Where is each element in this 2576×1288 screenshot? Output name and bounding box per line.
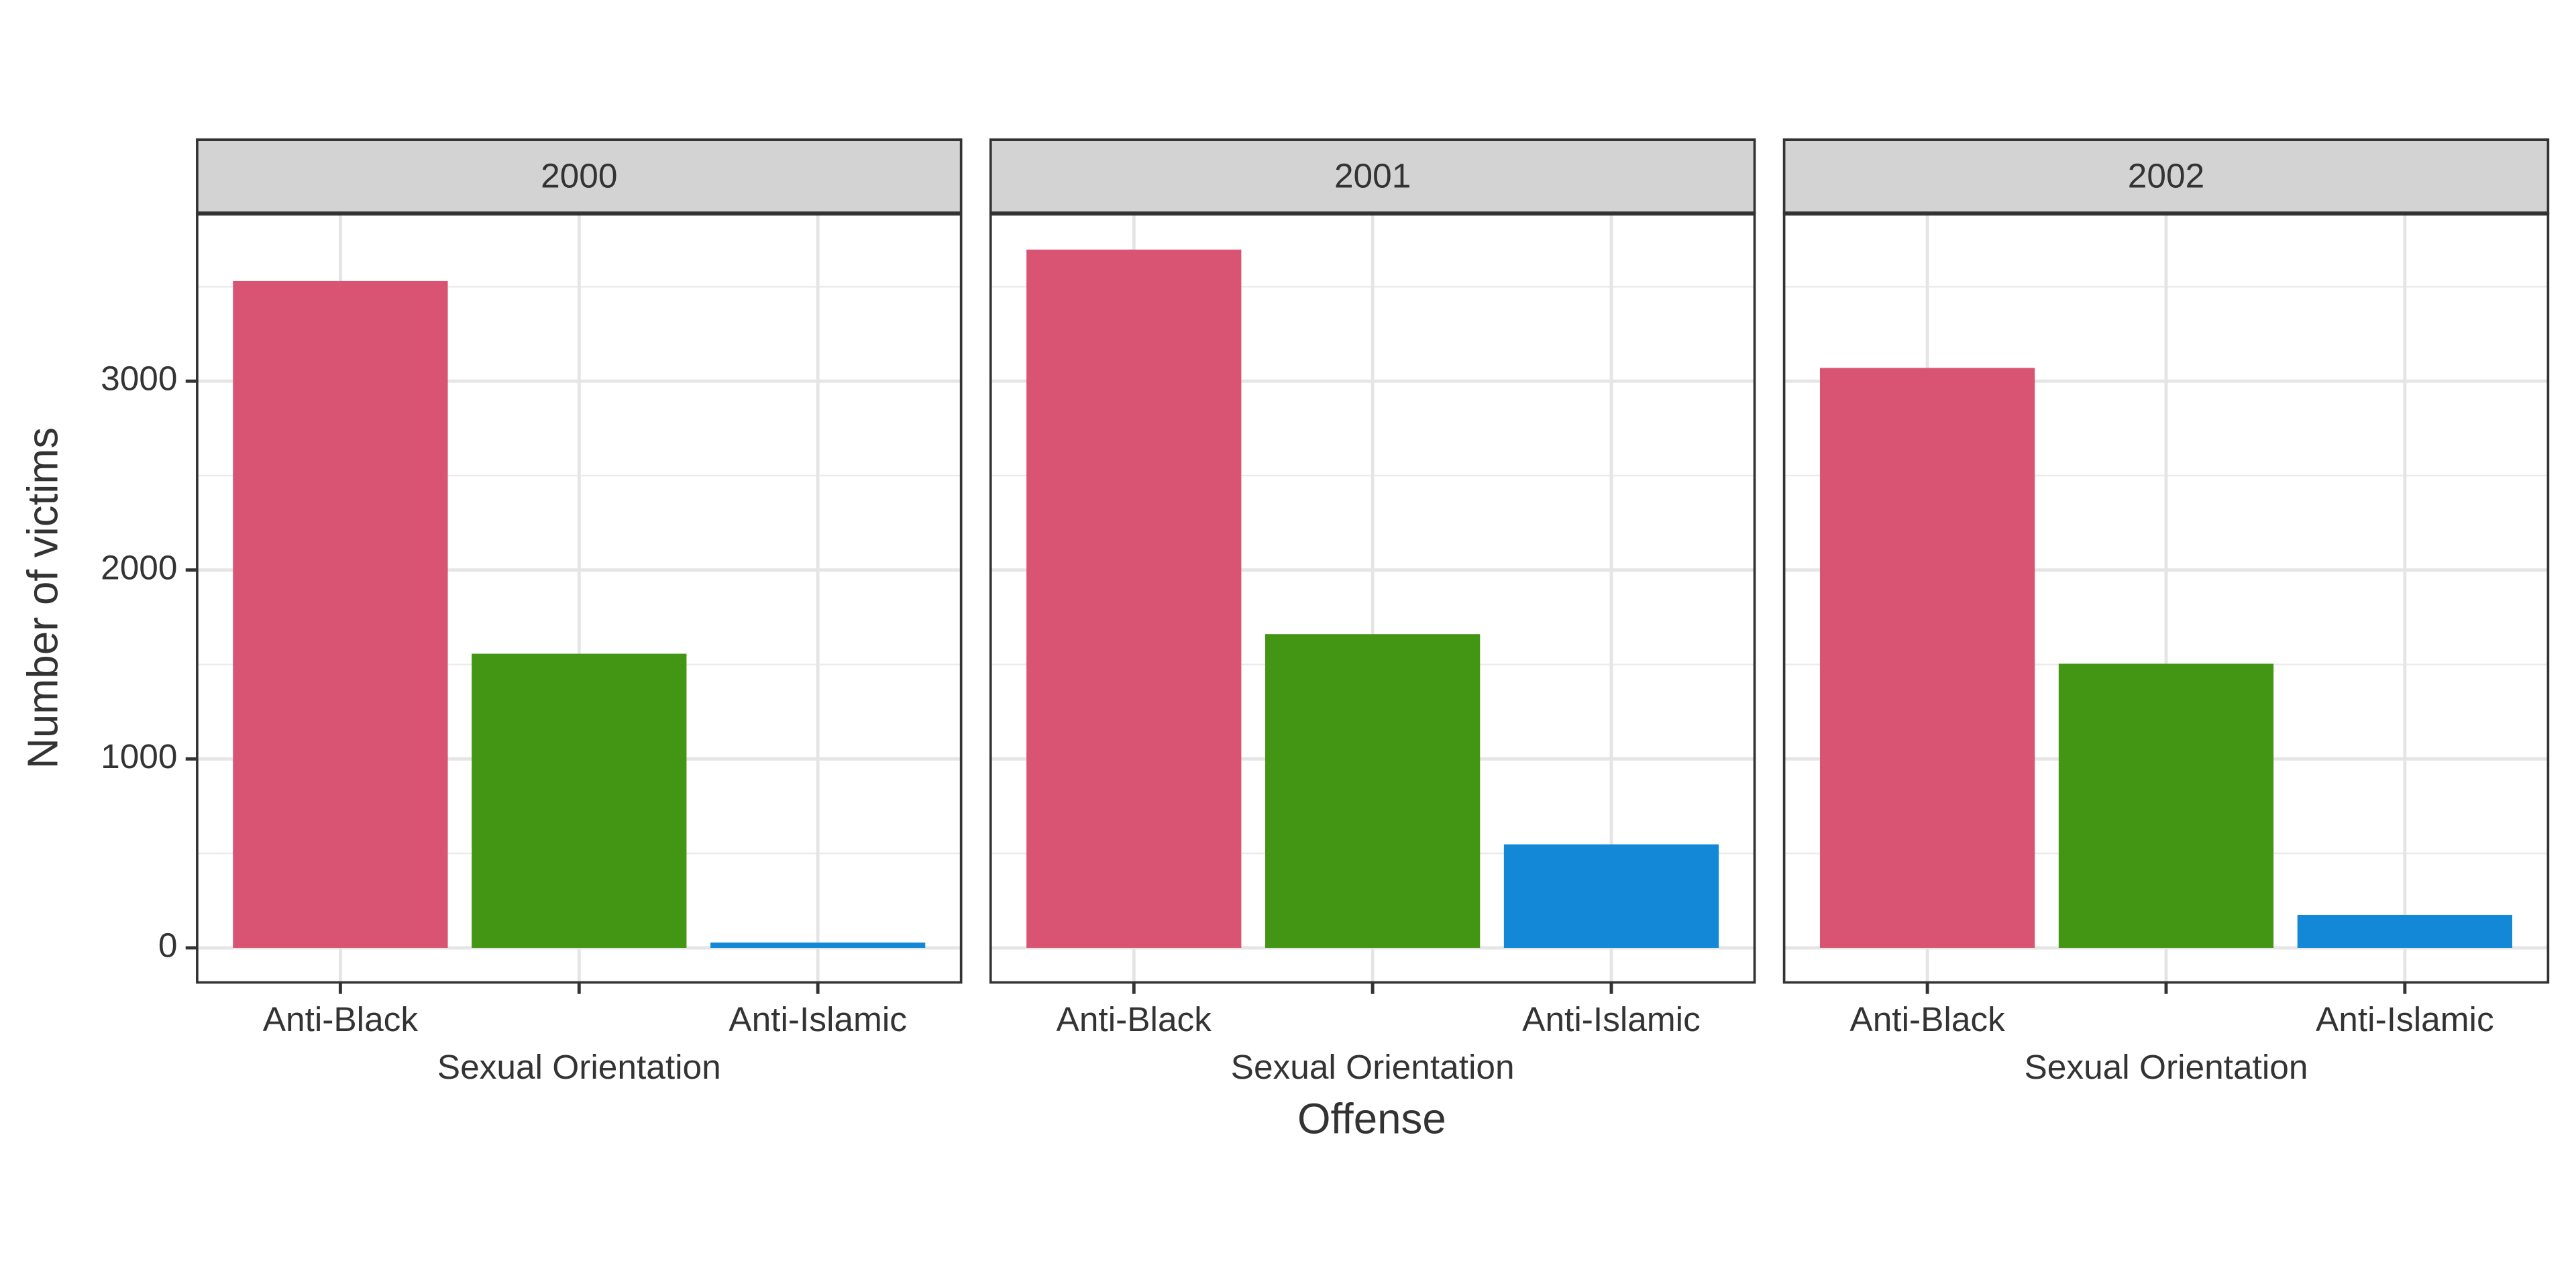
bar — [2297, 914, 2512, 948]
facet-title: 2001 — [1334, 156, 1411, 195]
y-tick-label: 1000 — [101, 737, 177, 775]
x-axis-title: Offense — [1297, 1095, 1446, 1142]
x-tick-label: Sexual Orientation — [2025, 1047, 2308, 1086]
x-tick-label: Anti-Black — [1849, 1000, 2005, 1038]
x-tick-label: Anti-Black — [263, 1000, 419, 1038]
bar — [233, 280, 448, 948]
strip — [196, 138, 963, 215]
facet-title: 2000 — [541, 156, 617, 195]
y-tick-label: 2000 — [101, 547, 177, 586]
y-tick-label: 3000 — [101, 359, 177, 398]
y-axis-title: Number of victims — [19, 427, 66, 769]
bar — [1819, 368, 2035, 948]
bar — [472, 653, 687, 948]
strip — [1782, 138, 2550, 215]
y-tick-label: 0 — [158, 926, 178, 965]
bar — [2058, 663, 2274, 948]
x-tick-label: Sexual Orientation — [1231, 1047, 1515, 1086]
x-tick-label: Anti-Islamic — [729, 1000, 907, 1038]
facet-title: 2002 — [2128, 156, 2204, 195]
bar — [710, 943, 926, 948]
x-tick-label: Anti-Islamic — [2316, 1000, 2494, 1038]
bar — [1503, 844, 1719, 948]
strip — [989, 138, 1756, 215]
bar — [1265, 634, 1481, 948]
x-tick-label: Anti-Islamic — [1522, 1000, 1701, 1038]
x-tick-label: Anti-Black — [1057, 1000, 1212, 1038]
bar — [1026, 250, 1242, 948]
x-tick-label: Sexual Orientation — [437, 1047, 721, 1086]
